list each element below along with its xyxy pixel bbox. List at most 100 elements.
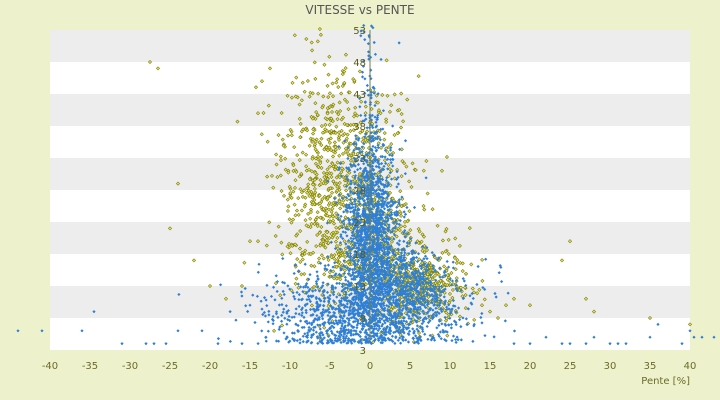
data-point	[337, 319, 341, 323]
data-point	[359, 99, 364, 104]
data-point	[388, 158, 393, 162]
data-point	[401, 300, 406, 304]
data-point	[322, 288, 326, 292]
data-point	[391, 269, 396, 273]
data-point	[361, 283, 365, 287]
data-point	[440, 250, 445, 255]
data-point	[503, 319, 507, 323]
data-point	[344, 298, 348, 303]
data-point	[362, 322, 366, 327]
data-point	[363, 263, 367, 267]
data-point	[409, 317, 413, 321]
data-point	[414, 277, 419, 281]
data-point	[371, 161, 375, 165]
data-point	[382, 246, 386, 250]
data-point	[408, 301, 413, 305]
data-point	[358, 130, 363, 135]
data-point	[331, 269, 336, 274]
data-point	[365, 83, 369, 88]
data-point	[356, 314, 361, 318]
data-point	[365, 252, 369, 256]
data-point	[360, 189, 364, 193]
data-point	[271, 314, 275, 319]
data-point	[438, 330, 442, 334]
data-point	[410, 293, 414, 298]
data-point	[347, 311, 351, 315]
data-point	[391, 339, 395, 344]
data-point	[351, 277, 356, 281]
data-point	[335, 184, 340, 189]
data-point	[294, 169, 299, 174]
data-point	[412, 205, 417, 210]
data-point	[493, 291, 497, 296]
data-point	[433, 287, 437, 291]
data-point	[344, 136, 349, 141]
data-point	[362, 287, 366, 291]
data-point	[325, 195, 330, 200]
data-point	[348, 141, 354, 146]
data-point	[376, 222, 381, 227]
data-point	[339, 327, 343, 331]
data-point	[408, 310, 412, 314]
data-point	[463, 306, 468, 311]
data-point	[405, 205, 409, 210]
data-point	[346, 254, 350, 258]
data-point	[391, 296, 396, 300]
data-point	[366, 221, 370, 225]
data-point	[360, 284, 364, 289]
data-point	[492, 335, 496, 339]
data-point	[356, 274, 360, 278]
data-point	[333, 147, 338, 152]
data-point	[512, 342, 516, 346]
data-point	[391, 124, 395, 128]
data-point	[297, 246, 303, 251]
data-point	[376, 287, 380, 291]
x-tick-label: 25	[564, 361, 577, 372]
data-point	[404, 290, 408, 294]
data-point	[429, 283, 433, 287]
data-point	[484, 257, 488, 261]
data-point	[355, 125, 360, 130]
data-point	[323, 321, 327, 325]
data-point	[403, 172, 407, 176]
data-point	[326, 179, 330, 183]
data-point	[438, 301, 442, 305]
data-point	[402, 325, 406, 329]
data-point	[359, 230, 363, 234]
data-point	[326, 313, 330, 318]
data-point	[427, 281, 431, 285]
data-point	[337, 130, 342, 135]
data-point	[312, 221, 317, 226]
data-point	[16, 329, 20, 333]
data-point	[348, 305, 352, 309]
data-point	[342, 264, 346, 268]
data-point	[457, 318, 462, 322]
data-point	[369, 337, 373, 341]
data-point	[352, 275, 356, 279]
data-point	[299, 319, 303, 323]
data-point	[342, 218, 346, 223]
data-point	[340, 252, 345, 257]
data-point	[328, 317, 332, 321]
data-point	[347, 170, 352, 175]
data-point	[395, 241, 400, 245]
data-point	[397, 209, 402, 214]
data-point	[624, 342, 628, 346]
data-point	[285, 310, 289, 314]
data-point	[346, 156, 350, 161]
data-point	[372, 258, 376, 262]
data-point	[367, 151, 371, 155]
data-point	[348, 255, 352, 260]
data-point	[385, 196, 389, 200]
data-point	[364, 237, 368, 242]
data-point	[333, 261, 337, 265]
data-point	[353, 181, 357, 185]
data-point	[372, 281, 376, 285]
data-point	[386, 210, 391, 215]
data-point	[344, 334, 349, 338]
data-point	[378, 316, 382, 320]
data-point	[191, 258, 197, 263]
data-point	[405, 301, 409, 306]
data-point	[339, 274, 343, 278]
